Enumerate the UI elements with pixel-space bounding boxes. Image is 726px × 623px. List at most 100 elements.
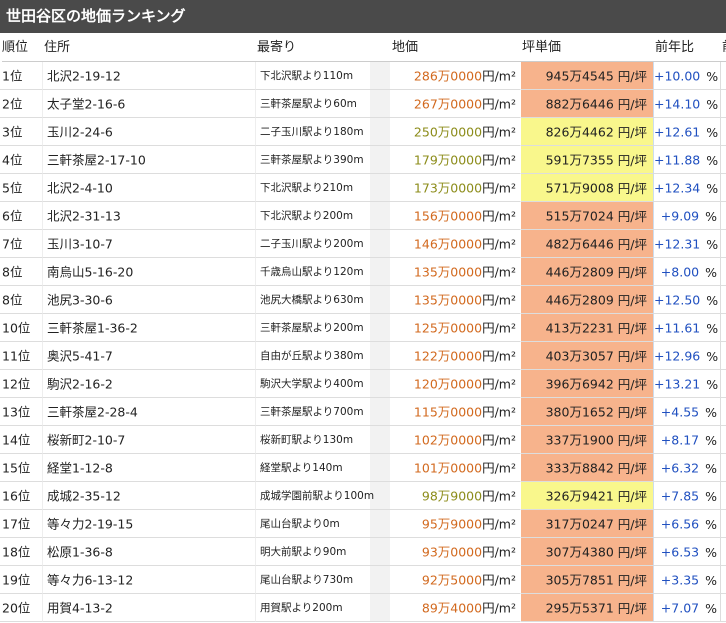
rank: 1位 — [2, 68, 23, 84]
address: 玉川3-10-7 — [47, 236, 113, 252]
land-price-cell: 102万0000円/m² — [390, 426, 520, 454]
tsubo-price-cell: 403万3057 円/坪 — [520, 342, 653, 370]
address: 成城2-35-12 — [47, 488, 121, 504]
station: 桜新町駅より130m — [260, 434, 354, 446]
station: 三軒茶屋駅より700m — [260, 406, 364, 418]
rank-cell: 13位 — [0, 398, 42, 426]
yoy-cell: +13.21% — [653, 370, 720, 398]
tsubo-price: 515万7024 — [545, 208, 614, 224]
land-price-cell: 267万0000円/m² — [390, 90, 520, 118]
address: 三軒茶屋2-17-10 — [47, 152, 146, 168]
land-unit: 円/m² — [482, 68, 516, 84]
rank: 8位 — [2, 264, 23, 280]
yoy-cell: +4.55% — [653, 398, 720, 426]
address-cell: 用賀4-13-2 — [42, 594, 255, 622]
land-price: 179万0000 — [413, 152, 483, 168]
rank: 13位 — [2, 404, 31, 420]
land-unit: 円/m² — [482, 208, 516, 224]
tsubo-unit: 円/坪 — [617, 180, 647, 196]
rank-cell: 5位 — [0, 174, 42, 202]
station-cell: 桜新町駅より130m — [255, 426, 390, 454]
land-price: 125万0000 — [413, 320, 483, 336]
yoy: +9.09 — [660, 208, 700, 224]
land-unit: 円/m² — [482, 376, 516, 392]
station: 池尻大橋駅より630m — [260, 294, 364, 306]
land-price: 93万0000 — [421, 544, 483, 560]
rank-cell: 17位 — [0, 510, 42, 538]
tsubo-price: 333万8842 — [545, 460, 614, 476]
yoy-unit: % — [705, 572, 717, 588]
station: 駒沢大学駅より400m — [260, 378, 364, 390]
tsubo-price-cell: 305万7851 円/坪 — [520, 566, 653, 594]
station: 自由が丘駅より380m — [260, 350, 364, 362]
yoy-cell: +12.31% — [653, 230, 720, 258]
land-price-cell: 156万0000円/m² — [390, 202, 520, 230]
rank-cell: 19位 — [0, 566, 42, 594]
tsubo-price: 307万4380 — [545, 544, 614, 560]
rank-cell: 14位 — [0, 426, 42, 454]
land-price-cell: 135万0000円/m² — [390, 286, 520, 314]
tsubo-price: 295万5371 — [545, 600, 614, 616]
rank-cell: 12位 — [0, 370, 42, 398]
rank-cell: 6位 — [0, 202, 42, 230]
rank-cell: 18位 — [0, 538, 42, 566]
yoy-cell: +6.56% — [653, 510, 720, 538]
rank-cell: 2位 — [0, 90, 42, 118]
land-unit: 円/m² — [482, 488, 516, 504]
yoy-unit: % — [706, 180, 719, 196]
tsubo-price-cell: 326万9421 円/坪 — [520, 482, 653, 510]
station-cell: 下北沢駅より200m — [255, 202, 390, 230]
ranking-table: 順位住所最寄り地価坪単価前年比前 1位 北沢2-19-12 下北沢駅より110m 286… — [0, 33, 726, 623]
yoy-unit: % — [705, 432, 717, 448]
station-cell: 駒沢大学駅より400m — [255, 370, 390, 398]
tsubo-price: 413万2231 — [545, 320, 614, 336]
yoy-cell: +3.35% — [653, 566, 720, 594]
land-unit: 円/m² — [482, 320, 516, 336]
land-price-cell: 250万0000円/m² — [390, 118, 520, 146]
yoy: +8.00 — [660, 264, 700, 280]
rank: 10位 — [2, 320, 31, 336]
yoy-unit: % — [706, 152, 719, 168]
yoy-unit: % — [706, 68, 719, 84]
yoy-cell: +14.10% — [653, 90, 720, 118]
yoy-cell: +8.00% — [653, 258, 720, 286]
land-price-cell: 92万5000円/m² — [390, 566, 520, 594]
land-price: 286万0000 — [413, 68, 483, 84]
station: 下北沢駅より110m — [260, 70, 354, 82]
land-price: 267万0000 — [413, 96, 483, 112]
tsubo-price-cell: 882万6446 円/坪 — [520, 90, 653, 118]
land-unit: 円/m² — [482, 96, 516, 112]
station-cell: 明大前駅より90m — [255, 538, 390, 566]
station-cell: 三軒茶屋駅より60m — [255, 90, 390, 118]
header-title: 世田谷区の地価ランキング — [0, 0, 726, 33]
land-price: 115万0000 — [413, 404, 483, 420]
station: 三軒茶屋駅より200m — [260, 322, 364, 334]
rank-cell: 10位 — [0, 314, 42, 342]
address-cell: 松原1-36-8 — [42, 538, 255, 566]
yoy-cell: +9.09% — [653, 202, 720, 230]
tsubo-price: 326万9421 — [545, 488, 614, 504]
yoy: +4.55 — [660, 404, 700, 420]
land-price-cell: 173万0000円/m² — [390, 174, 520, 202]
rank: 3位 — [2, 124, 23, 140]
tsubo-price: 396万6942 — [545, 376, 614, 392]
land-price: 156万0000 — [413, 208, 483, 224]
tsubo-price: 482万6446 — [545, 236, 614, 252]
tsubo-price-cell: 396万6942 円/坪 — [520, 370, 653, 398]
rank: 14位 — [2, 432, 31, 448]
rank: 8位 — [2, 292, 23, 308]
yoy: +13.21 — [654, 376, 701, 392]
station: 三軒茶屋駅より390m — [260, 154, 364, 166]
address-cell: 成城2-35-12 — [42, 482, 255, 510]
address: 経堂1-12-8 — [47, 460, 113, 476]
yoy: +6.53 — [660, 544, 700, 560]
land-price: 135万0000 — [413, 264, 483, 280]
tsubo-unit: 円/坪 — [617, 264, 647, 280]
address: 三軒茶屋1-36-2 — [47, 320, 138, 336]
yoy: +14.10 — [654, 96, 701, 112]
tsubo-unit: 円/坪 — [617, 516, 647, 532]
address: 用賀4-13-2 — [47, 600, 113, 616]
land-unit: 円/m² — [482, 180, 516, 196]
land-price: 250万0000 — [413, 124, 483, 140]
